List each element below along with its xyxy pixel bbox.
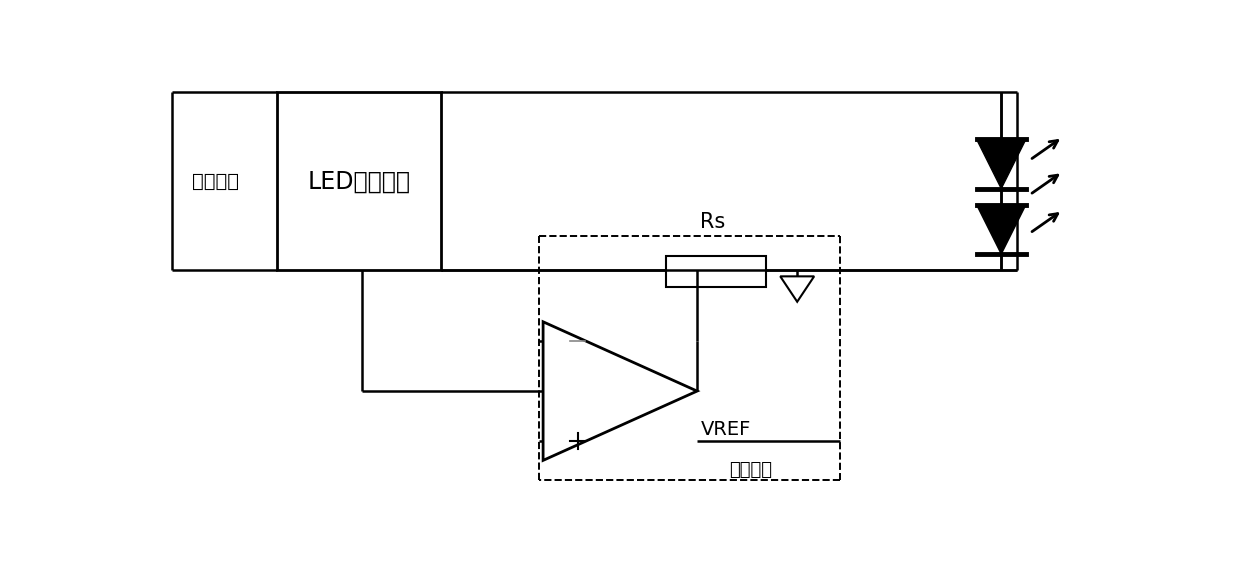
Text: VREF: VREF xyxy=(701,420,751,439)
Polygon shape xyxy=(977,139,1025,188)
Bar xyxy=(278,92,441,270)
Text: LED驱动电源: LED驱动电源 xyxy=(308,169,410,193)
Text: 交流输入: 交流输入 xyxy=(192,172,239,191)
Text: Rs: Rs xyxy=(699,212,725,232)
Bar xyxy=(666,256,766,287)
Polygon shape xyxy=(977,205,1025,254)
Polygon shape xyxy=(543,322,697,460)
Polygon shape xyxy=(780,276,815,302)
Text: 反馈电路: 反馈电路 xyxy=(729,461,773,479)
